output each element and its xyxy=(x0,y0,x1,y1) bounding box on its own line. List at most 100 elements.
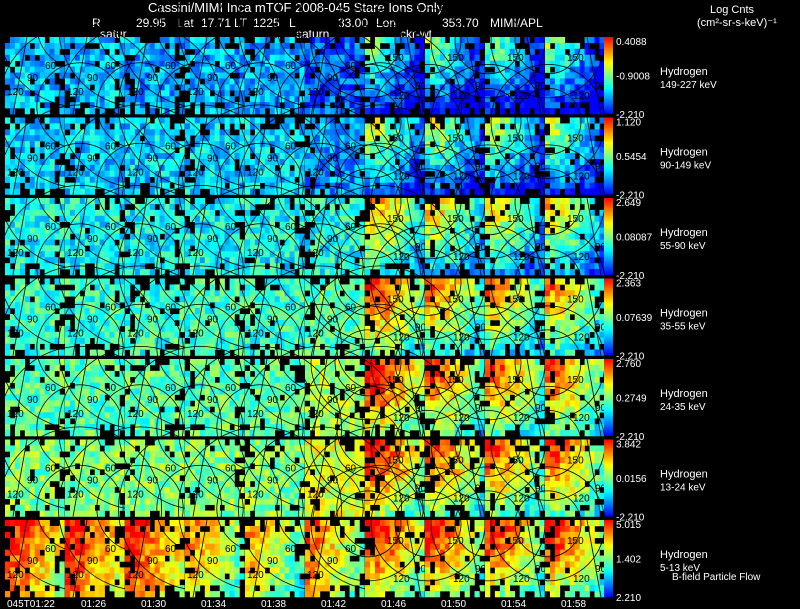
contour-label: 150 xyxy=(387,214,404,225)
heatmap-panel xyxy=(185,278,245,356)
contour-label: 60 xyxy=(285,142,297,153)
contour-label: 120 xyxy=(393,494,410,505)
contour-label: 120 xyxy=(513,494,530,505)
contour-label: 90 xyxy=(87,234,99,245)
heatmap-panel xyxy=(545,439,605,517)
contour-label: 150 xyxy=(567,375,584,386)
contour-label: 90 xyxy=(327,154,339,165)
contour-label: 120 xyxy=(573,574,590,585)
contour-label: 90 xyxy=(327,476,339,487)
contour-label: 90 xyxy=(327,556,339,567)
time-tick-label: 01:30 xyxy=(141,599,166,609)
contour-label: 90 xyxy=(27,395,39,406)
contour-label: 90 xyxy=(327,395,339,406)
energy-range-label: 149-227 keV xyxy=(660,80,717,91)
contour-label: 90 xyxy=(327,315,339,326)
contour-label: 120 xyxy=(307,329,324,340)
contour-label: 120 xyxy=(187,570,204,581)
contour-label: 120 xyxy=(127,87,144,98)
contour-label: 120 xyxy=(307,87,324,98)
contour-label: 120 xyxy=(67,168,84,179)
contour-overlay: 150 120 90 xyxy=(490,305,607,437)
heatmap-panel xyxy=(305,439,365,517)
colorbar-min-label: -2.210 xyxy=(616,352,645,363)
contour-label: 60 xyxy=(105,544,117,555)
contour-label: 60 xyxy=(225,464,237,475)
heatmap-panel xyxy=(425,359,485,437)
contour-label: 120 xyxy=(573,252,590,263)
contour-label: 120 xyxy=(513,333,530,344)
energy-range-label: 13-24 keV xyxy=(660,483,706,494)
contour-label: 120 xyxy=(247,570,264,581)
contour-label: 150 xyxy=(447,375,464,386)
contour-label: 120 xyxy=(187,248,204,259)
colorbar-min-label: -2.210 xyxy=(616,191,645,202)
info-lon-label: Lon xyxy=(376,16,397,30)
contour-label: 120 xyxy=(307,168,324,179)
heatmap-panel xyxy=(365,439,425,517)
contour-label: 60 xyxy=(45,142,57,153)
heatmap-panel xyxy=(5,359,65,437)
contour-label: 60 xyxy=(165,303,177,314)
contour-label: 60 xyxy=(285,61,297,72)
contour-label: 60 xyxy=(165,61,177,72)
credit-label: MIMI/APL xyxy=(490,16,543,30)
contour-label: 90 xyxy=(27,234,39,245)
heatmap-panel xyxy=(545,198,605,276)
contour-label: 150 xyxy=(387,53,404,64)
contour-label: 60 xyxy=(105,303,117,314)
contour-label: 90 xyxy=(267,154,279,165)
heatmap-panel xyxy=(365,37,425,115)
heatmap-panel xyxy=(485,117,545,195)
species-label: Hydrogen xyxy=(660,388,708,400)
contour-label: 60 xyxy=(345,222,357,233)
contour-label: 60 xyxy=(285,464,297,475)
colorbar-mid-label: 0.2749 xyxy=(616,394,647,405)
contour-label: 120 xyxy=(247,490,264,501)
contour-label: 120 xyxy=(247,248,264,259)
contour-label: 150 xyxy=(567,53,584,64)
contour-label: 120 xyxy=(67,570,84,581)
contour-label: 150 xyxy=(447,456,464,467)
colorbar-mid-label: 0.07639 xyxy=(616,313,653,324)
info-r-label: R xyxy=(92,16,101,30)
heatmap-panel xyxy=(425,520,485,598)
contour-label: 90 xyxy=(87,154,99,165)
contour-label: 90 xyxy=(147,234,159,245)
contour-label: 90 xyxy=(475,484,487,495)
colorbar-max-label: 3.842 xyxy=(616,440,641,451)
contour-label: 60 xyxy=(345,61,357,72)
contour-label: 120 xyxy=(187,409,204,420)
contour-label: 60 xyxy=(345,544,357,555)
contour-label: 60 xyxy=(105,222,117,233)
contour-label: 150 xyxy=(507,456,524,467)
contour-label: 90 xyxy=(475,242,487,253)
species-label: Hydrogen xyxy=(660,469,708,481)
contour-label: 90 xyxy=(147,73,159,84)
time-tick-label: 01:38 xyxy=(261,599,286,609)
contour-label: 150 xyxy=(567,536,584,547)
contour-label: 60 xyxy=(345,464,357,475)
heatmap-panel xyxy=(545,520,605,598)
contour-label: 120 xyxy=(513,172,530,183)
contour-label: 90 xyxy=(475,323,487,334)
contour-label: 150 xyxy=(387,295,404,306)
contour-label: 60 xyxy=(105,61,117,72)
colorbar-min-label: -2.210 xyxy=(616,432,645,443)
heatmap-panel xyxy=(185,520,245,598)
contour-label: 90 xyxy=(147,556,159,567)
contour-label: 90 xyxy=(595,323,607,334)
contour-label: 60 xyxy=(225,383,237,394)
contour-label: 60 xyxy=(225,222,237,233)
colorbar-max-label: 0.4088 xyxy=(616,37,647,48)
contour-label: 90 xyxy=(267,556,279,567)
contour-label: 150 xyxy=(567,295,584,306)
energy-range-label: 35-55 keV xyxy=(660,322,706,333)
colorbar-mid-label: -0.9008 xyxy=(616,72,650,83)
contour-label: 60 xyxy=(285,222,297,233)
legend-header-line1: Log Cnts xyxy=(710,4,755,16)
contour-label: 120 xyxy=(393,574,410,585)
contour-label: 90 xyxy=(327,73,339,84)
